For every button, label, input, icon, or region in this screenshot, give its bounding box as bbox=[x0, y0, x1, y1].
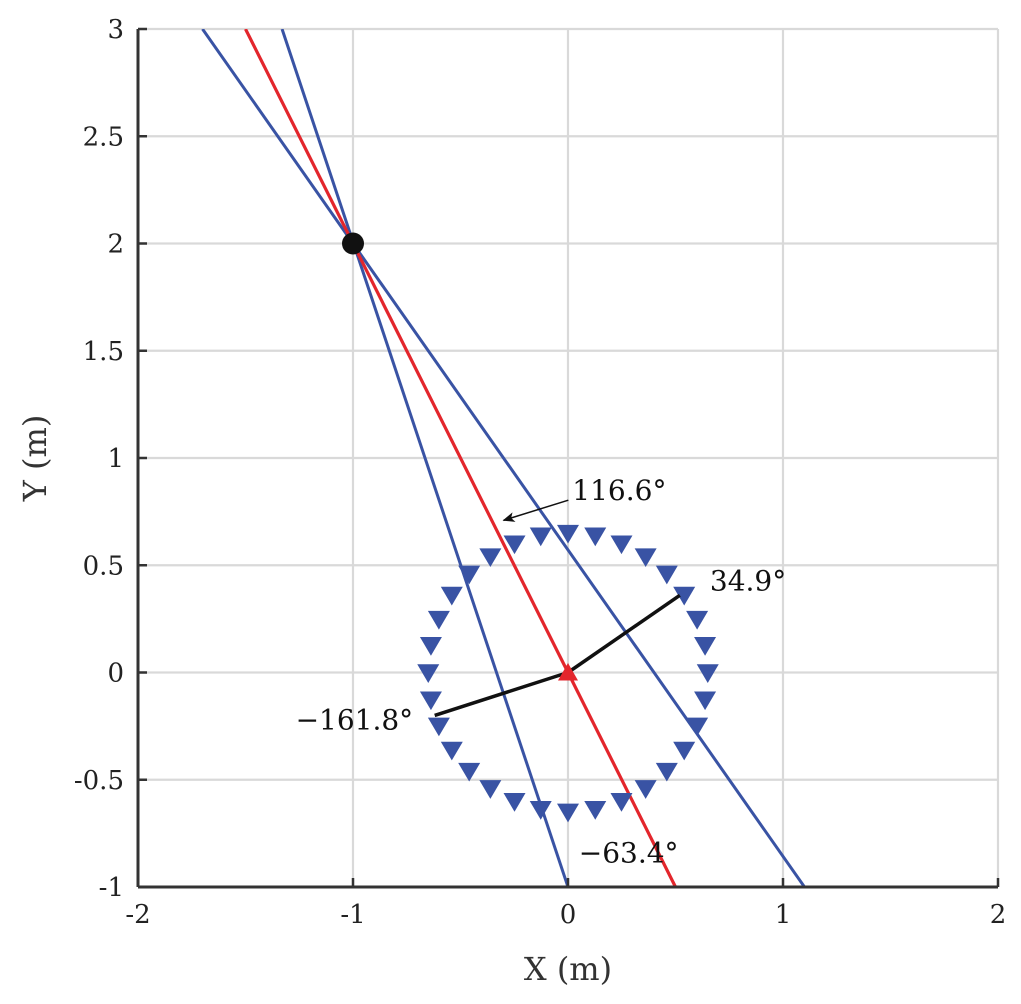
annotation-angle-neg161: −161.8° bbox=[296, 704, 414, 737]
axes bbox=[136, 27, 1000, 889]
tick-labels: -2 -1 0 1 2-1-0.500.511.522.53 bbox=[74, 15, 1006, 930]
y-tick-label: 2 bbox=[107, 230, 124, 260]
array-element-marker bbox=[634, 548, 657, 568]
array-center-marker bbox=[558, 663, 578, 681]
y-tick-label: 2.5 bbox=[83, 122, 124, 152]
array-element-marker bbox=[529, 800, 552, 820]
array-element-marker bbox=[419, 637, 442, 656]
array-element-marker bbox=[440, 741, 463, 761]
y-tick-label: 0 bbox=[107, 659, 124, 689]
blue-line-1 bbox=[201, 29, 806, 887]
array-element-marker bbox=[655, 565, 678, 585]
array-element-marker bbox=[634, 780, 657, 799]
overlay: 116.6° 34.9° −161.8° −63.4° bbox=[296, 232, 786, 870]
array-element-marker bbox=[694, 637, 717, 656]
array-element-marker bbox=[479, 780, 502, 799]
grid bbox=[136, 27, 1000, 889]
array-element-marker bbox=[458, 762, 481, 782]
array-element-marker bbox=[417, 664, 440, 683]
x-tick-label: -1 bbox=[340, 900, 365, 930]
array-element-marker bbox=[479, 548, 502, 568]
array-element-marker bbox=[696, 664, 719, 683]
array-element-marker bbox=[503, 535, 526, 555]
y-axis-label: Y (m) bbox=[16, 415, 54, 503]
array-element-marker bbox=[584, 527, 607, 547]
array-element-marker bbox=[529, 527, 552, 547]
y-tick-label: -1 bbox=[99, 873, 124, 903]
annotation-arrow bbox=[502, 499, 569, 522]
array-element-marker bbox=[458, 565, 481, 585]
y-tick-label: 1 bbox=[107, 444, 124, 474]
array-element-marker bbox=[557, 803, 579, 823]
array-element-marker bbox=[584, 800, 607, 820]
annotation-angle-34: 34.9° bbox=[710, 564, 786, 597]
array-element-marker bbox=[427, 717, 450, 737]
source-marker bbox=[342, 232, 364, 255]
array-element-marker bbox=[427, 610, 450, 630]
array-element-marker bbox=[686, 717, 709, 737]
annotation-angle-neg63: −63.4° bbox=[579, 837, 679, 870]
red-doa-line bbox=[244, 29, 677, 887]
array-element-marker bbox=[503, 793, 526, 812]
x-tick-label: 2 bbox=[990, 900, 1007, 930]
y-tick-label: 3 bbox=[107, 15, 124, 45]
black-arm-left bbox=[434, 670, 569, 718]
plot-area bbox=[201, 29, 806, 887]
array-element-marker bbox=[673, 586, 696, 606]
array-element-marker bbox=[610, 535, 633, 555]
annotation-angle-116: 116.6° bbox=[572, 474, 666, 507]
x-tick-label: 1 bbox=[775, 900, 792, 930]
array-element-marker bbox=[419, 691, 442, 711]
array-element-marker bbox=[673, 741, 696, 761]
array-element-marker bbox=[610, 793, 633, 812]
x-tick-label: -2 bbox=[125, 900, 150, 930]
black-arm-right bbox=[567, 593, 681, 674]
x-axis-label: X (m) bbox=[524, 950, 612, 988]
y-tick-label: 1.5 bbox=[83, 337, 124, 367]
array-element-marker bbox=[686, 610, 709, 630]
array-element-marker bbox=[655, 762, 678, 782]
array-element-marker bbox=[440, 586, 463, 606]
y-tick-label: 0.5 bbox=[83, 551, 124, 581]
y-tick-label: -0.5 bbox=[74, 766, 124, 796]
blue-line-2 bbox=[280, 29, 570, 887]
array-element-marker bbox=[694, 691, 717, 711]
array-element-marker bbox=[557, 524, 579, 544]
x-tick-label: 0 bbox=[560, 900, 577, 930]
